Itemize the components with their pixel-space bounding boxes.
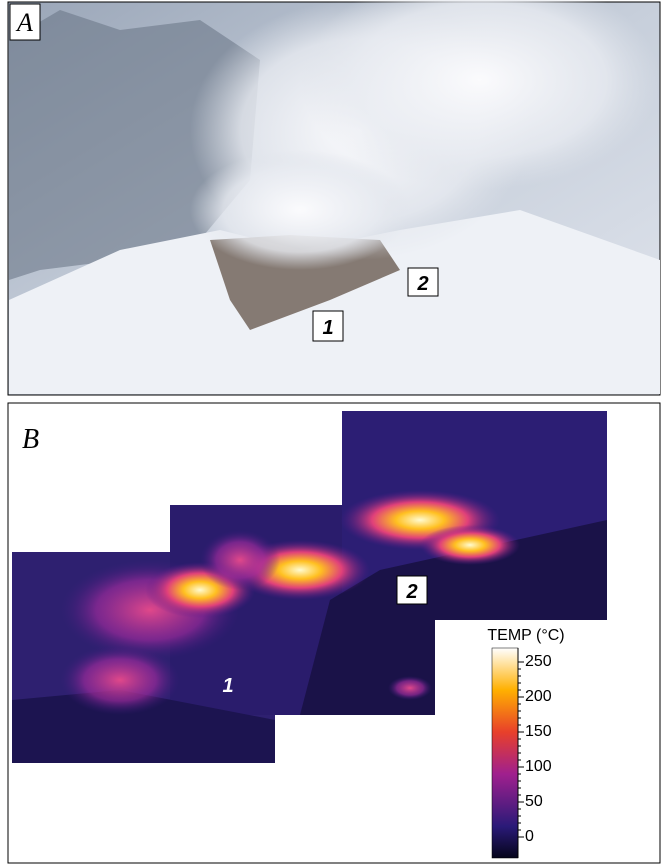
colorbar-tick-label: 200 <box>525 688 552 705</box>
colorbar <box>492 648 518 858</box>
colorbar-tick-label: 0 <box>525 828 534 845</box>
colorbar-tick-label: 150 <box>525 723 552 740</box>
plume <box>190 150 410 270</box>
colorbar-tick-label: 100 <box>525 758 552 775</box>
marker: 2 <box>405 581 417 603</box>
marker: 1 <box>222 675 233 697</box>
hot-area <box>420 525 520 565</box>
panel-label: B <box>22 424 39 455</box>
colorbar-tick-label: 50 <box>525 793 543 810</box>
warm-area <box>388 676 432 700</box>
panel-label: A <box>15 8 33 37</box>
panel-a: A 1 2 <box>8 0 660 395</box>
marker: 1 <box>322 317 333 339</box>
marker: 2 <box>416 273 428 295</box>
page: A 1 2 B 1 2 TEMP (°C) 050100150200250 ((… <box>0 0 668 865</box>
panel-b: B 1 2 TEMP (°C) <box>8 403 660 863</box>
figure: A 1 2 B 1 2 TEMP (°C) 0 50 100 150 200 250 <box>0 0 668 865</box>
colorbar-tick-label: 250 <box>525 653 552 670</box>
warm-area <box>200 530 280 590</box>
colorbar-title: TEMP (°C) <box>487 627 564 644</box>
warm-area <box>60 645 180 715</box>
